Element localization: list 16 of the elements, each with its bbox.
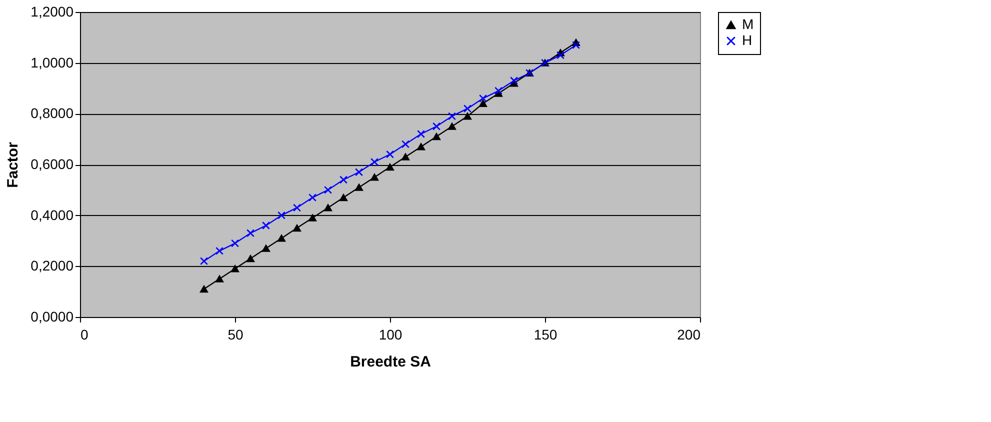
x-tick-label: 0 (80, 326, 88, 342)
y-tick-label: 0,8000 (30, 105, 74, 122)
legend-label: M (742, 16, 754, 32)
y-tick-label: 0,6000 (30, 156, 74, 172)
x-axis-title: Breedte SA (350, 354, 432, 370)
y-tick-label: 1,2000 (30, 4, 74, 20)
y-tick-label: 1,0000 (30, 54, 74, 70)
x-tick-label: 200 (677, 326, 701, 342)
x-tick-label: 150 (534, 326, 558, 342)
y-tick-label: 0,2000 (30, 258, 74, 274)
y-axis-title: Factor (4, 142, 22, 188)
x-tick-label: 100 (378, 326, 402, 342)
x-tick-label: 50 (228, 326, 244, 342)
legend-label: H (742, 32, 752, 48)
y-tick-label: 0,0000 (30, 308, 74, 324)
y-tick-label: 0,4000 (30, 206, 74, 223)
